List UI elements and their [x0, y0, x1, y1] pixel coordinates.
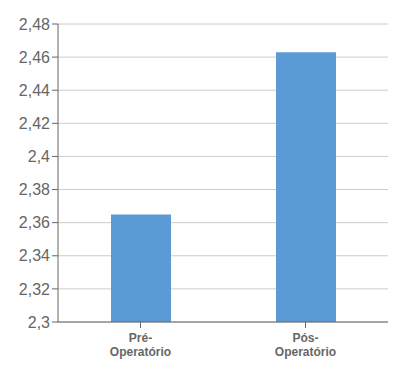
svg-text:2,34: 2,34 — [19, 247, 50, 264]
svg-text:2,44: 2,44 — [19, 82, 50, 99]
svg-text:2,4: 2,4 — [28, 148, 50, 165]
svg-text:Pós-Operatório: Pós-Operatório — [275, 331, 336, 359]
svg-text:2,48: 2,48 — [19, 16, 50, 33]
svg-text:2,36: 2,36 — [19, 214, 50, 231]
svg-text:2,38: 2,38 — [19, 181, 50, 198]
svg-text:Pré-Operatório: Pré-Operatório — [110, 331, 171, 359]
svg-text:2,46: 2,46 — [19, 49, 50, 66]
svg-text:2,32: 2,32 — [19, 281, 50, 298]
svg-text:2,42: 2,42 — [19, 115, 50, 132]
svg-text:2,3: 2,3 — [28, 314, 50, 331]
